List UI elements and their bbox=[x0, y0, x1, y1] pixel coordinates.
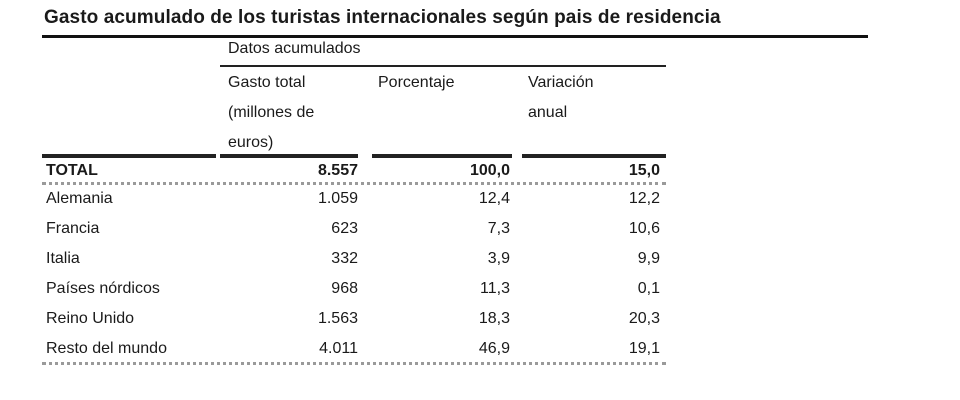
column-header-line: Variación bbox=[528, 74, 594, 91]
cell-gasto: 968 bbox=[331, 280, 358, 297]
cell-gasto: 623 bbox=[331, 220, 358, 237]
cell-variacion: 12,2 bbox=[628, 190, 660, 207]
cell-porcentaje: 7,3 bbox=[487, 220, 510, 237]
table-row: Alemania 1.059 12,4 12,2 bbox=[42, 184, 666, 214]
table-row: Francia 623 7,3 10,6 bbox=[42, 214, 666, 244]
cell-gasto: 1.563 bbox=[317, 310, 358, 327]
column-header-line: euros) bbox=[228, 134, 274, 151]
cell-porcentaje: 3,9 bbox=[487, 250, 510, 267]
row-label: Resto del mundo bbox=[46, 340, 167, 357]
cell-variacion: 9,9 bbox=[637, 250, 660, 267]
header-rule bbox=[372, 154, 512, 158]
column-header-gasto-total: Gasto total (millones de euros) bbox=[228, 68, 314, 158]
cell-porcentaje: 11,3 bbox=[480, 280, 510, 297]
table-title: Gasto acumulado de los turistas internac… bbox=[44, 7, 721, 28]
table-bottom-rule bbox=[42, 362, 666, 365]
header-rule bbox=[220, 154, 358, 158]
column-header-variacion: Variación anual bbox=[528, 68, 594, 128]
table-row-total: TOTAL 8.557 100,0 15,0 bbox=[42, 156, 666, 186]
column-header-line: anual bbox=[528, 104, 568, 121]
cell-gasto: 8.557 bbox=[317, 162, 358, 179]
header-rule bbox=[42, 154, 216, 158]
table-row: Resto del mundo 4.011 46,9 19,1 bbox=[42, 334, 666, 364]
title-rule bbox=[42, 35, 868, 38]
table-row: Países nórdicos 968 11,3 0,1 bbox=[42, 274, 666, 304]
row-separator bbox=[42, 182, 666, 185]
cell-porcentaje: 46,9 bbox=[478, 340, 510, 357]
row-label: Italia bbox=[46, 250, 80, 267]
group-header-rule bbox=[220, 65, 666, 67]
row-label: TOTAL bbox=[46, 162, 98, 179]
row-label: Países nórdicos bbox=[46, 280, 160, 297]
cell-porcentaje: 100,0 bbox=[469, 162, 510, 179]
cell-gasto: 332 bbox=[331, 250, 358, 267]
cell-variacion: 19,1 bbox=[628, 340, 660, 357]
row-label: Reino Unido bbox=[46, 310, 135, 327]
column-header-line: (millones de bbox=[228, 104, 315, 121]
header-rule bbox=[522, 154, 666, 158]
cell-variacion: 10,6 bbox=[628, 220, 660, 237]
cell-variacion: 0,1 bbox=[637, 280, 660, 297]
column-header-line: Gasto total bbox=[228, 74, 306, 91]
row-label: Francia bbox=[46, 220, 100, 237]
row-label: Alemania bbox=[46, 190, 113, 207]
table-row: Italia 332 3,9 9,9 bbox=[42, 244, 666, 274]
cell-porcentaje: 12,4 bbox=[478, 190, 510, 207]
cell-gasto: 1.059 bbox=[317, 190, 358, 207]
column-header-porcentaje: Porcentaje bbox=[378, 68, 455, 98]
group-header: Datos acumulados bbox=[228, 40, 361, 57]
cell-porcentaje: 18,3 bbox=[478, 310, 510, 327]
cell-gasto: 4.011 bbox=[319, 340, 358, 357]
table-row: Reino Unido 1.563 18,3 20,3 bbox=[42, 304, 666, 334]
cell-variacion: 15,0 bbox=[628, 162, 660, 179]
column-header-line: Porcentaje bbox=[378, 74, 455, 91]
cell-variacion: 20,3 bbox=[628, 310, 660, 327]
